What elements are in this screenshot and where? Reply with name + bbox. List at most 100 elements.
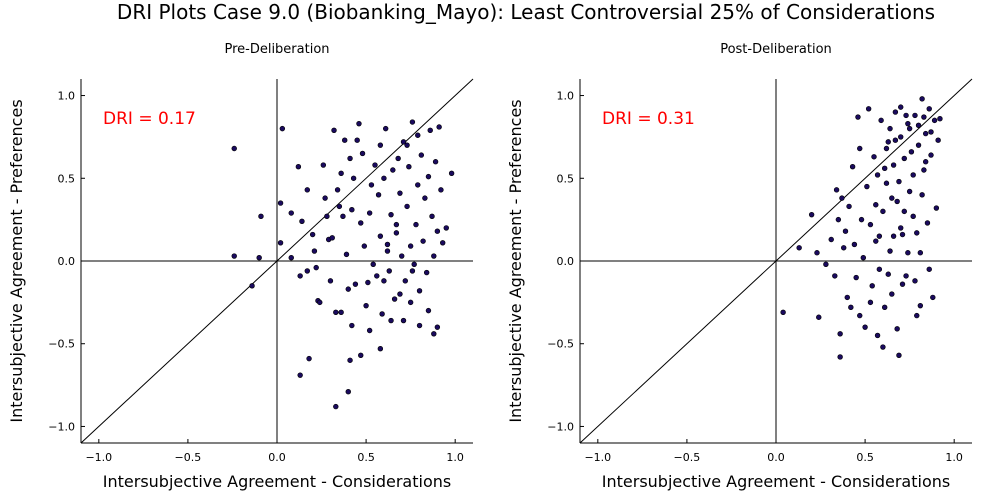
scatter-point	[413, 221, 419, 228]
scatter-point	[921, 114, 927, 120]
scatter-point	[912, 278, 918, 284]
scatter-point	[420, 238, 426, 244]
scatter-point	[899, 231, 906, 238]
scatter-point	[404, 203, 410, 210]
scatter-point	[400, 317, 407, 324]
reference-lines	[579, 78, 973, 444]
scatter-point	[823, 261, 829, 268]
scatter-point	[906, 125, 913, 132]
x-ticks: −1.0 −0.5 0.0 0.5 1.0	[584, 439, 963, 464]
scatter-point	[309, 231, 316, 238]
scatter-point	[857, 312, 863, 319]
scatter-point	[832, 273, 838, 279]
scatter-point	[334, 187, 341, 193]
scatter-point	[867, 221, 874, 228]
x-tick-label: 0.0	[767, 451, 785, 464]
scatter-point	[381, 175, 387, 181]
scatter-point	[864, 183, 870, 190]
scatter-point	[324, 213, 330, 220]
scatter-point	[928, 152, 934, 158]
scatter-point	[808, 211, 815, 218]
scatter-point	[835, 216, 842, 223]
y-ticks: −1.0 −0.5 0.0 0.5 1.0	[547, 90, 584, 433]
scatter-point	[304, 187, 310, 193]
scatter-point	[906, 188, 913, 195]
scatter-point	[914, 312, 920, 319]
panel-post-deliberation: Post-Deliberation −1.0 −0.5 0.0 0.5 1.0 −1.0…	[506, 42, 973, 491]
scatter-point	[931, 117, 938, 124]
scatter-point	[363, 302, 369, 309]
scatter-point	[409, 268, 416, 274]
scatter-point	[910, 213, 916, 220]
x-tick-label: −0.5	[175, 451, 202, 464]
scatter-point	[429, 213, 435, 220]
scatter-point	[434, 228, 441, 234]
scatter-point	[926, 266, 932, 272]
scatter-point	[890, 233, 897, 239]
scatter-point	[358, 352, 364, 359]
scatter-point	[849, 163, 856, 170]
scatter-point	[874, 172, 881, 178]
scatter-point	[377, 233, 384, 239]
scatter-point	[317, 299, 323, 306]
scatter-point	[814, 250, 820, 256]
y-tick-label: 0.0	[557, 255, 575, 268]
scatter-point	[917, 302, 924, 309]
scatter-point	[279, 125, 286, 132]
scatter-point	[288, 254, 294, 261]
scatter-point	[828, 236, 834, 243]
scatter-point	[857, 145, 863, 152]
scatter-point	[796, 245, 802, 251]
y-tick-label: 1.0	[557, 90, 575, 103]
x-ticks: −1.0 −0.5 0.0 0.5 1.0	[85, 439, 464, 464]
panel-pre-deliberation: Pre-Deliberation −1.0 −0.5 0.0 0.5 1.0 −1.0−…	[7, 42, 474, 491]
scatter-point	[924, 220, 931, 226]
scatter-point	[342, 137, 348, 143]
scatter-point	[880, 208, 886, 215]
scatter-point	[365, 279, 371, 286]
x-tick-label: 0.5	[357, 451, 375, 464]
scatter-point	[349, 207, 355, 213]
scatter-point	[377, 345, 384, 352]
scatter-point	[329, 235, 335, 241]
scatter-point	[917, 250, 924, 256]
scatter-point	[837, 354, 843, 360]
scatter-points	[780, 96, 943, 360]
x-tick-label: 1.0	[446, 451, 464, 464]
scatter-point	[340, 213, 346, 220]
scatter-point	[409, 119, 416, 125]
scatter-point	[350, 175, 357, 181]
scatter-point	[901, 155, 907, 162]
scatter-point	[231, 145, 237, 152]
y-tick-label: 0.5	[557, 172, 575, 185]
scatter-point	[901, 208, 907, 215]
scatter-point	[912, 112, 918, 119]
scatter-point	[883, 145, 890, 152]
scatter-point	[438, 187, 444, 193]
dri-annotation: DRI = 0.17	[103, 109, 196, 129]
scatter-point	[327, 278, 334, 284]
scatter-point	[919, 96, 925, 102]
scatter-point	[903, 112, 909, 119]
scatter-point	[277, 200, 284, 206]
scatter-point	[889, 291, 895, 297]
scatter-point	[366, 327, 373, 334]
scatter-point	[896, 352, 902, 359]
x-tick-label: −1.0	[85, 451, 112, 464]
scatter-point	[336, 203, 343, 210]
scatter-point	[304, 268, 310, 274]
x-tick-label: 0.5	[856, 451, 874, 464]
scatter-point	[881, 304, 888, 311]
scatter-point	[381, 278, 387, 284]
scatter-point	[352, 281, 359, 287]
scatter-point	[431, 331, 437, 337]
scatter-point	[873, 202, 879, 208]
scatter-point	[393, 221, 400, 228]
scatter-point	[890, 162, 897, 168]
scatter-point	[892, 109, 899, 115]
scatter-point	[406, 163, 412, 170]
scatter-point	[881, 165, 888, 172]
scatter-point	[858, 216, 865, 223]
scatter-point	[894, 326, 900, 332]
scatter-point	[867, 299, 874, 306]
